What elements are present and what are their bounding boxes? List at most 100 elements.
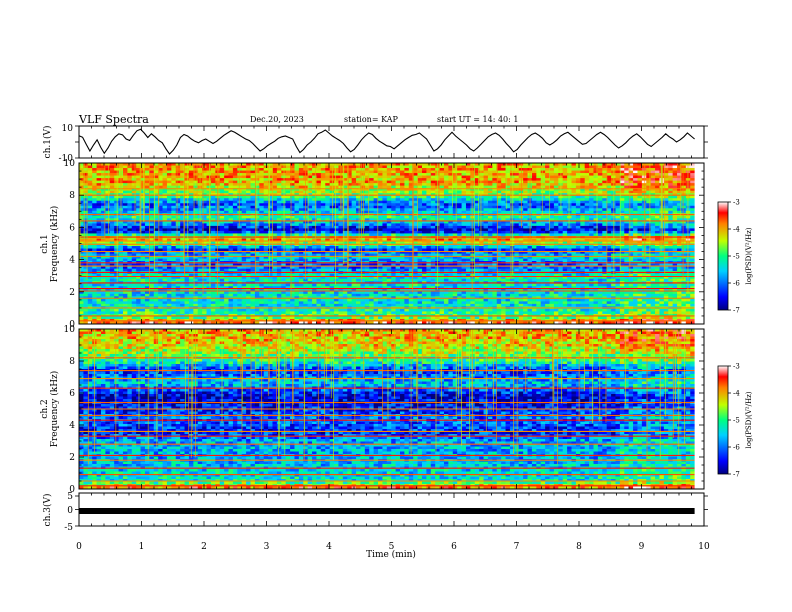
spectrogram-cell — [351, 230, 357, 234]
spectrogram-cell — [171, 218, 177, 222]
spectrogram-cell — [285, 238, 291, 242]
spectrogram-cell — [496, 248, 502, 252]
spectrogram-cell — [96, 173, 102, 176]
spectrogram-cell — [496, 175, 502, 179]
spectrogram-cell — [655, 163, 660, 166]
spectrogram-cell — [268, 185, 273, 189]
spectrogram-cell — [263, 240, 269, 244]
spectrogram-cell — [316, 175, 322, 179]
spectrogram-cell — [606, 246, 612, 249]
spectrogram-cell — [646, 230, 652, 234]
spectrogram-cell — [166, 195, 172, 199]
spectrogram-cell — [276, 228, 282, 232]
spectrogram-cell — [672, 225, 678, 229]
spectrogram-cell — [443, 190, 449, 194]
spectrogram-cell — [193, 180, 199, 184]
spectrogram-cell — [589, 208, 594, 212]
spectrogram-cell — [672, 230, 678, 234]
spectrogram-cell — [158, 173, 163, 176]
spectrogram-cell — [417, 190, 423, 194]
spectrogram-cell — [382, 248, 388, 252]
spectrogram-cell — [140, 188, 146, 192]
spectrogram-cell — [452, 198, 458, 202]
spectrogram-cell — [268, 246, 273, 249]
spectrogram-cell — [404, 210, 410, 214]
spectrogram-cell — [373, 165, 379, 169]
spectrogram-cell — [421, 228, 427, 232]
spectrogram-cell — [127, 225, 133, 229]
spectrogram-cell — [259, 185, 265, 189]
spectrogram-cell — [246, 168, 251, 171]
spectrogram-cell — [518, 198, 524, 202]
spectrogram-cell — [131, 205, 137, 209]
spectrogram-cell — [210, 165, 216, 169]
spectrogram-cell — [668, 246, 674, 249]
spectrogram-cell — [443, 203, 449, 207]
spectrogram-cell — [386, 220, 392, 224]
spectrogram-cell — [386, 180, 392, 184]
spectrogram-cell — [483, 208, 489, 212]
spectrogram-cell — [171, 205, 177, 209]
spectrogram-cell — [193, 175, 199, 179]
spectrogram-cell — [615, 185, 621, 189]
spectrogram-cell — [650, 210, 656, 214]
spectrogram-cell — [114, 238, 119, 242]
spectrogram-cell — [413, 215, 418, 219]
spectrogram-cell — [316, 248, 322, 252]
spectrogram-cell — [382, 200, 388, 204]
spectrogram-cell — [210, 195, 216, 199]
spectrogram-cell — [109, 183, 115, 187]
spectrogram-cell — [430, 198, 436, 202]
spectrogram-cell — [619, 188, 625, 192]
spectrogram-cell — [523, 215, 528, 219]
spectrogram-cell — [83, 168, 89, 171]
spectrogram-cell — [307, 178, 313, 182]
spectrogram-cell — [144, 205, 150, 209]
spectrogram-cell — [140, 183, 146, 187]
spectrogram-cell — [483, 168, 489, 171]
spectrogram-cell — [461, 208, 467, 212]
spectrogram-cell — [465, 225, 471, 229]
spectrogram-cell — [83, 248, 89, 252]
spectrogram-cell — [92, 248, 97, 252]
spectrogram-cell — [342, 198, 348, 202]
spectrogram-cell — [479, 190, 484, 194]
spectrogram-cell — [531, 243, 537, 247]
spectrogram-cell — [619, 180, 625, 184]
spectrogram-cell — [382, 218, 388, 222]
spectrogram-cell — [650, 163, 656, 166]
spectrogram-cell — [655, 195, 660, 199]
spectrogram-cell — [250, 183, 256, 187]
spectrogram-cell — [584, 163, 590, 166]
spectrogram-cell — [457, 233, 462, 237]
spectrogram-cell — [166, 170, 172, 174]
spectrogram-cell — [536, 223, 542, 227]
spectrogram-cell — [465, 248, 471, 252]
spectrogram-cell — [439, 200, 445, 204]
spectrogram-cell — [514, 183, 520, 187]
spectrogram-cell — [628, 246, 634, 249]
spectrogram-cell — [263, 218, 269, 222]
spectrogram-cell — [637, 218, 643, 222]
spectrogram-cell — [144, 173, 150, 176]
spectrogram-cell — [619, 190, 625, 194]
spectrogram-cell — [109, 190, 115, 194]
spectrogram-cell — [611, 183, 616, 187]
spectrogram-cell — [149, 238, 155, 242]
spectrogram-cell — [122, 185, 128, 189]
spectrogram-cell — [232, 200, 238, 204]
spectrogram-cell — [655, 198, 660, 202]
spectrogram-cell — [188, 223, 194, 227]
spectrogram-cell — [166, 188, 172, 192]
spectrogram-cell — [241, 195, 247, 199]
spectrogram-cell — [417, 208, 423, 212]
spectrogram-cell — [531, 173, 537, 176]
spectrogram-cell — [193, 228, 199, 232]
spectrogram-cell — [109, 210, 115, 214]
spectrogram-cell — [166, 238, 172, 242]
spectrogram-cell — [228, 240, 234, 244]
spectrogram-cell — [531, 163, 537, 166]
spectrogram-cell — [373, 240, 379, 244]
spectrogram-cell — [373, 188, 379, 192]
spectrogram-cell — [496, 183, 502, 187]
